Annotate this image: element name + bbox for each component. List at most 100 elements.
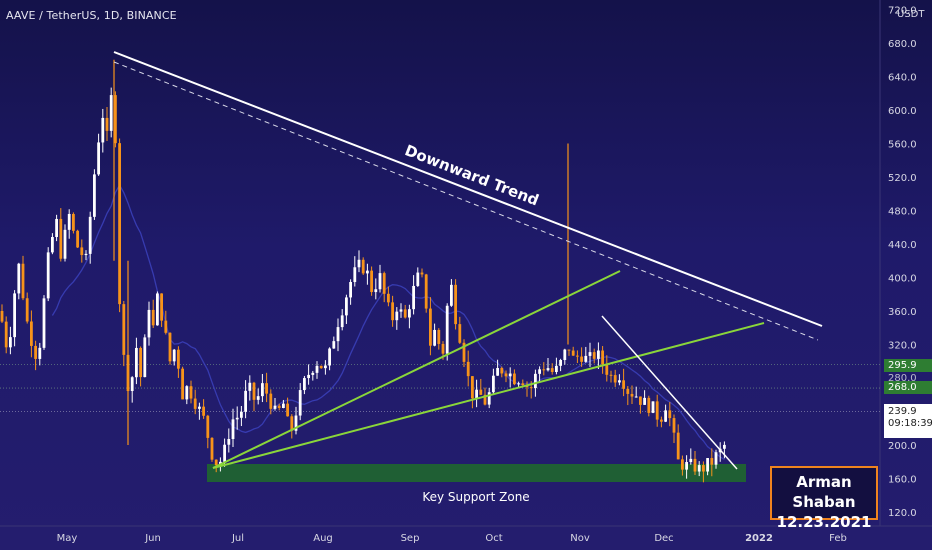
- candle-147: [618, 374, 621, 386]
- candle-65: [273, 397, 277, 411]
- y-tick-200: 200.0: [888, 441, 917, 452]
- candle-71: [298, 383, 302, 421]
- candle-31: [130, 376, 134, 403]
- y-tick-360: 360.0: [888, 307, 917, 318]
- candle-26: [109, 87, 113, 138]
- downtrend-dashed-line: [113, 61, 819, 341]
- candle-84: [353, 256, 357, 287]
- candle-13: [55, 214, 58, 242]
- y-tick-560: 560.0: [888, 140, 917, 151]
- y-tick-680: 680.0: [888, 39, 917, 50]
- candle-39: [164, 310, 168, 335]
- candle-88: [370, 266, 373, 296]
- chart-title: AAVE / TetherUS, 1D, BINANCE: [6, 9, 177, 22]
- candle-41: [172, 348, 176, 366]
- candle-11: [46, 247, 50, 302]
- candle-132: [555, 357, 558, 375]
- candle-12: [51, 233, 54, 255]
- candle-165: [693, 450, 697, 475]
- candle-145: [609, 370, 613, 383]
- price-badge-faint: 280.0: [888, 373, 917, 384]
- countdown: 09:18:39: [888, 418, 932, 429]
- candle-166: [697, 461, 701, 477]
- candle-124: [521, 379, 525, 387]
- green-line-lower: [212, 322, 765, 469]
- candle-60: [252, 381, 256, 412]
- x-label-3: Aug: [313, 533, 333, 544]
- candle-163: [685, 455, 688, 479]
- green-line-upper: [212, 270, 621, 469]
- candle-135: [567, 349, 571, 356]
- candle-108: [454, 279, 457, 330]
- candle-62: [261, 373, 264, 403]
- candle-110: [462, 339, 466, 367]
- candle-25: [105, 107, 109, 141]
- candle-134: [563, 348, 567, 365]
- candle-38: [160, 293, 163, 327]
- candle-142: [597, 342, 600, 370]
- candle-8: [34, 340, 37, 371]
- candle-32: [135, 337, 138, 385]
- candle-81: [340, 309, 344, 331]
- candle-76: [319, 365, 323, 369]
- candle-34: [143, 334, 147, 378]
- y-tick-120: 120.0: [888, 508, 917, 519]
- support-zone-rect: [207, 464, 746, 482]
- candle-94: [395, 307, 399, 330]
- candle-37: [156, 291, 159, 326]
- x-label-2: Jul: [231, 533, 244, 544]
- last-price: 239.9: [888, 406, 917, 417]
- candle-48: [202, 399, 205, 419]
- candle-143: [601, 346, 604, 374]
- x-label-4: Sep: [401, 533, 420, 544]
- candle-154: [647, 395, 651, 417]
- author-name: Arman Shaban: [792, 473, 856, 511]
- candle-35: [147, 301, 151, 346]
- candle-72: [303, 375, 306, 395]
- candle-73: [307, 364, 310, 385]
- candles: [0, 59, 726, 483]
- candle-96: [403, 304, 407, 319]
- candle-22: [93, 169, 96, 220]
- candle-93: [391, 295, 394, 327]
- candle-161: [676, 424, 680, 460]
- candle-92: [387, 286, 390, 307]
- candle-113: [475, 379, 478, 408]
- candle-5: [21, 255, 25, 301]
- x-label-9: Feb: [829, 533, 847, 544]
- candle-140: [588, 342, 592, 367]
- y-tick-480: 480.0: [888, 207, 917, 218]
- candle-103: [433, 323, 436, 347]
- candle-91: [382, 271, 386, 303]
- downtrend-line: [113, 51, 823, 327]
- candle-83: [349, 279, 352, 305]
- candle-109: [458, 316, 462, 344]
- candle-106: [445, 303, 449, 361]
- candle-29: [122, 301, 126, 367]
- candle-168: [706, 458, 709, 476]
- candle-119: [500, 366, 504, 378]
- y-tick-520: 520.0: [888, 173, 917, 184]
- candle-7: [30, 310, 33, 358]
- candle-64: [269, 389, 273, 415]
- candle-117: [492, 368, 495, 394]
- candle-158: [664, 404, 667, 423]
- candle-97: [408, 304, 411, 329]
- candle-139: [584, 346, 588, 363]
- candle-160: [672, 414, 676, 443]
- x-label-7: Dec: [654, 533, 673, 544]
- candle-2: [9, 326, 12, 355]
- candle-98: [412, 275, 415, 315]
- candle-151: [634, 386, 638, 398]
- price-badge-level-2: 268.0: [884, 381, 932, 394]
- candle-23: [97, 133, 100, 176]
- candle-44: [185, 385, 189, 405]
- candle-55: [231, 408, 235, 447]
- candle-130: [546, 357, 550, 372]
- y-tick-640: 640.0: [888, 73, 917, 84]
- candle-170: [714, 449, 718, 469]
- candle-68: [286, 397, 289, 417]
- candle-21: [88, 211, 92, 264]
- candle-57: [240, 405, 243, 427]
